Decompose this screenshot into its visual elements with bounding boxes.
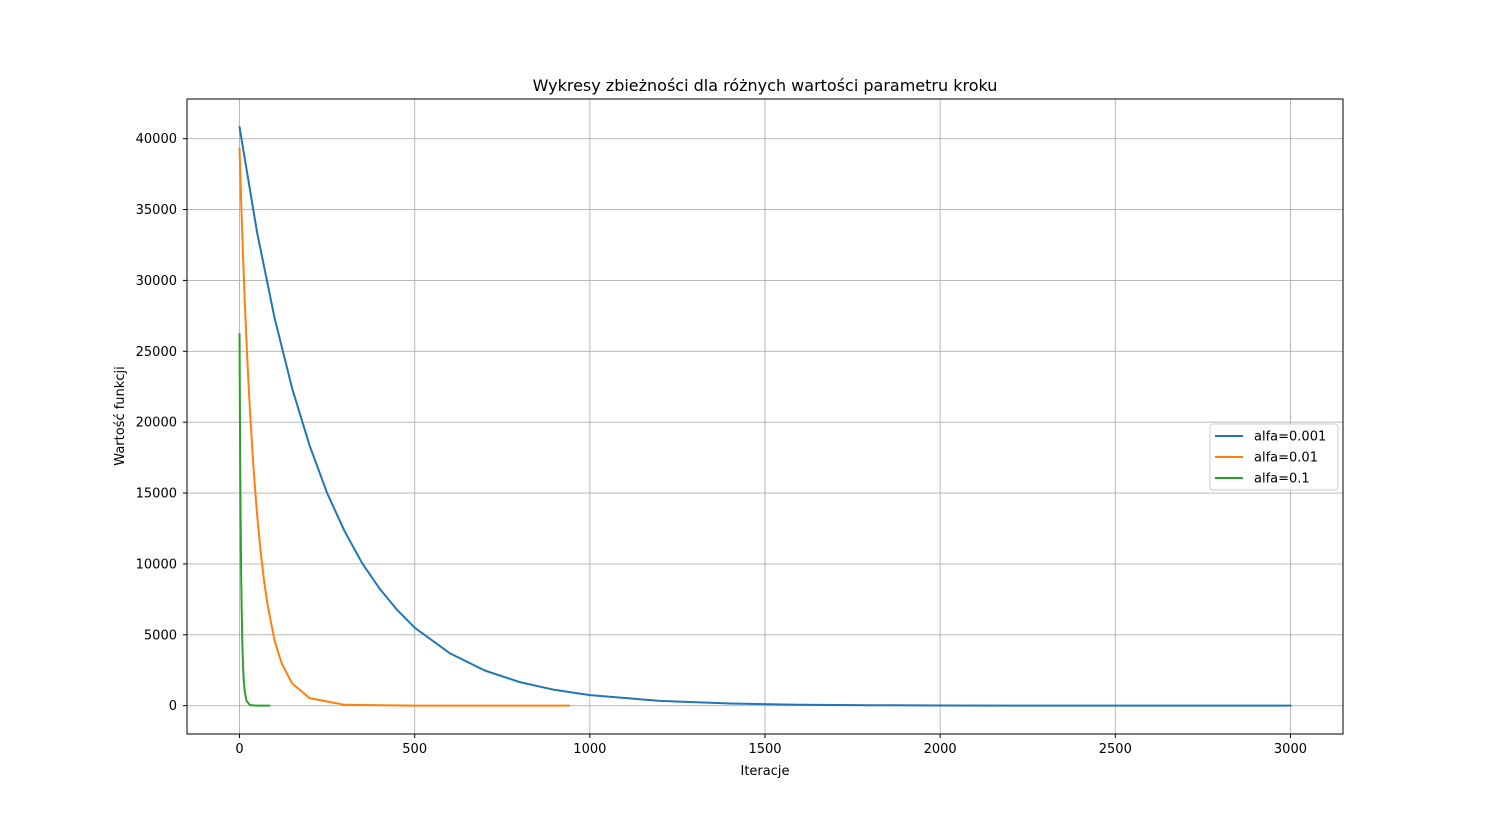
legend-label: alfa=0.01 [1254,451,1318,466]
y-tick-label: 35000 [136,203,177,218]
y-tick-label: 40000 [136,132,177,147]
y-tick-label: 5000 [144,628,177,643]
chart-title: Wykresy zbieżności dla różnych wartości … [533,76,998,95]
legend-label: alfa=0.1 [1254,472,1310,487]
series-line-alfa-0-001 [238,126,1292,707]
legend-box [1209,423,1339,491]
y-axis-label: Wartość funkcji [113,366,128,465]
x-tick-label: 500 [402,742,427,757]
y-tick-label: 0 [169,699,177,714]
x-tick-label: 1500 [748,742,781,757]
axis-ticks: 0 500 1000 1500 2000 2500 30000500010000150002… [136,132,1307,757]
legend-label: alfa=0.001 [1254,430,1326,445]
y-tick-label: 10000 [136,557,177,572]
x-tick-label: 0 [235,742,243,757]
series-line-alfa-0-01 [238,147,570,707]
grid-lines [187,99,1343,734]
y-tick-label: 25000 [136,345,177,360]
plot-series [238,126,1292,707]
y-tick-label: 15000 [136,487,177,502]
legend: alfa=0.001 alfa=0.01 alfa=0.1 [1209,423,1339,491]
series-line-alfa-0-1 [238,333,271,707]
x-tick-label: 2500 [1099,742,1132,757]
x-tick-label: 2000 [924,742,957,757]
y-tick-label: 20000 [136,416,177,431]
x-tick-label: 3000 [1274,742,1307,757]
x-axis-label: Iteracje [741,764,790,779]
y-tick-label: 30000 [136,274,177,289]
x-tick-label: 1000 [573,742,606,757]
